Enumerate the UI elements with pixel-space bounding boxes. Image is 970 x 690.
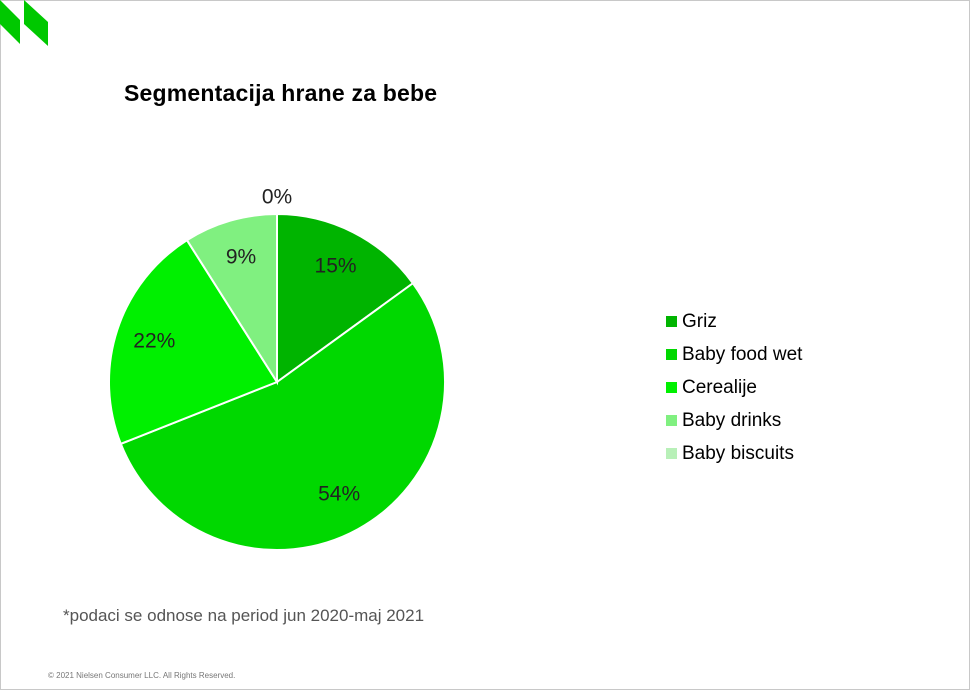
data-label-griz: 15% <box>315 255 357 278</box>
legend-label: Baby drinks <box>682 409 782 431</box>
legend-label: Griz <box>682 310 717 332</box>
legend-label: Baby biscuits <box>682 442 794 464</box>
data-label-cerealije: 22% <box>133 330 175 353</box>
pie-slice-cerealije <box>108 238 279 446</box>
legend-item-baby-biscuits: Baby biscuits <box>666 437 802 470</box>
legend-item-griz: Griz <box>666 305 802 338</box>
chart-title: Segmentacija hrane za bebe <box>124 80 438 106</box>
legend-item-cerealije: Cerealije <box>666 371 802 404</box>
legend-swatch <box>666 382 677 393</box>
legend-swatch <box>666 316 677 327</box>
data-label-baby-biscuits: 0% <box>262 186 292 209</box>
legend-label: Baby food wet <box>682 343 803 365</box>
legend-label: Cerealije <box>682 376 757 398</box>
data-label-baby-drinks: 9% <box>226 246 256 269</box>
footnote: *podaci se odnose na period jun 2020-maj… <box>63 606 425 625</box>
legend-swatch <box>666 415 677 426</box>
legend-swatch <box>666 448 677 459</box>
copyright-notice: © 2021 Nielsen Consumer LLC. All Rights … <box>48 671 236 680</box>
legend-item-baby-drinks: Baby drinks <box>666 404 802 437</box>
pie-slice-griz <box>276 212 415 384</box>
nielsen-logo-icon <box>0 0 48 46</box>
pie-slice-baby-drinks <box>185 212 278 386</box>
pie-slice-baby-food-wet <box>119 281 446 551</box>
legend-swatch <box>666 349 677 360</box>
data-label-baby-food-wet: 54% <box>318 483 360 506</box>
legend-item-baby-food-wet: Baby food wet <box>666 338 802 371</box>
chart-legend: Griz Baby food wet Cerealije Baby drinks… <box>666 305 802 470</box>
